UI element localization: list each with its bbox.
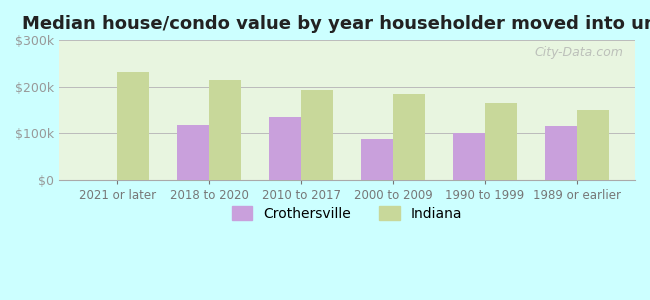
Bar [452, 133, 485, 180]
Bar [117, 72, 150, 180]
Bar [485, 103, 517, 180]
Bar [545, 125, 577, 180]
Bar [393, 94, 425, 180]
Legend: Crothersville, Indiana: Crothersville, Indiana [226, 200, 468, 226]
Bar [301, 90, 333, 180]
Title: Median house/condo value by year householder moved into unit: Median house/condo value by year househo… [22, 15, 650, 33]
Bar [269, 117, 301, 180]
Text: City-Data.com: City-Data.com [534, 46, 623, 59]
Bar [177, 125, 209, 180]
Bar [577, 110, 609, 180]
Bar [361, 139, 393, 180]
Bar [209, 80, 241, 180]
